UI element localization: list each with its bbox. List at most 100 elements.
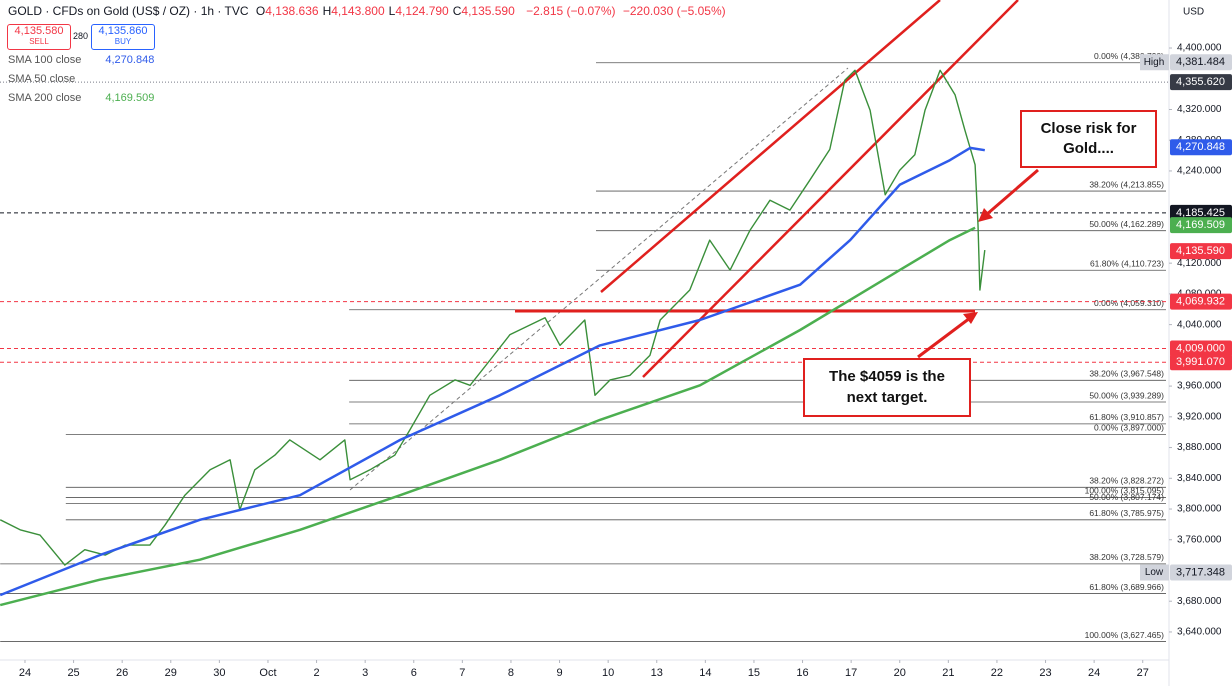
price-tag-name: Low xyxy=(1145,567,1164,578)
fib-label: 100.00% (3,815.095) xyxy=(1085,486,1165,496)
x-tick-label: 2 xyxy=(314,667,320,679)
x-tick-label: 29 xyxy=(165,667,177,679)
ohlc-key: L xyxy=(388,4,396,18)
arrow-head xyxy=(963,312,978,324)
fib-label: 100.00% (3,627.465) xyxy=(1085,630,1165,640)
price-tag xyxy=(1170,204,1232,221)
sell-price: 4,135.580 xyxy=(14,25,64,37)
price-tag xyxy=(1170,564,1232,581)
sell-label: SELL xyxy=(29,37,49,46)
x-tick-label: 17 xyxy=(845,667,857,679)
y-tick-label: 3,680.000 xyxy=(1177,596,1222,607)
price-tag xyxy=(1170,139,1232,156)
spread: 280 xyxy=(73,31,89,41)
x-tick-label: 20 xyxy=(894,667,906,679)
fib-label: 61.80% (4,110.723) xyxy=(1090,259,1164,269)
price-tag-name-box xyxy=(1140,54,1169,71)
fib-label: 38.20% (3,728.579) xyxy=(1089,552,1164,562)
x-tick-label: 10 xyxy=(602,667,614,679)
sell-button[interactable]: 4,135.580 SELL xyxy=(7,24,71,50)
indicator-value: 4,169.509 xyxy=(105,92,155,104)
price-lines-layer xyxy=(0,81,1168,363)
y-tick-label: 4,400.000 xyxy=(1177,43,1222,54)
buy-button[interactable]: 4,135.860 BUY xyxy=(91,24,155,50)
x-tick-label: 26 xyxy=(116,667,128,679)
arrow xyxy=(985,168,1039,217)
price-tag-label: 4,169.509 xyxy=(1176,219,1225,231)
x-tick-label: 9 xyxy=(556,667,562,679)
price-tag-label: 4,270.848 xyxy=(1176,141,1225,153)
price-tag-label: 3,717.348 xyxy=(1176,566,1225,578)
x-tick-label: 25 xyxy=(67,667,79,679)
arrow xyxy=(917,316,971,359)
y-tick-label: 3,760.000 xyxy=(1177,534,1222,545)
fib-label: 0.00% (4,380.790) xyxy=(1094,51,1164,61)
currency: USD xyxy=(1183,7,1204,18)
x-tick-label: 8 xyxy=(508,667,514,679)
fib-label: 0.00% (4,059.310) xyxy=(1094,298,1164,308)
x-tick-label: 24 xyxy=(1088,667,1100,679)
drawings xyxy=(349,0,1039,491)
ohlc-key: C xyxy=(452,4,462,18)
y-tick-label: 3,800.000 xyxy=(1177,504,1222,515)
y-tick-label: 4,040.000 xyxy=(1177,319,1222,330)
y-tick-label: 3,920.000 xyxy=(1177,411,1222,422)
y-tick-label: 4,240.000 xyxy=(1177,166,1222,177)
x-tick-label: 16 xyxy=(796,667,808,679)
series-line xyxy=(0,226,976,607)
price-tag xyxy=(1170,340,1232,357)
price-tag xyxy=(1170,54,1232,71)
ohlc-value: 4,143.800 xyxy=(331,4,385,18)
x-tick-label: 7 xyxy=(459,667,465,679)
y-tick-label: 4,320.000 xyxy=(1177,104,1222,115)
price-tag-name: High xyxy=(1144,57,1165,68)
channel-line xyxy=(642,0,1019,378)
x-tick-label: 14 xyxy=(699,667,711,679)
fib-label: 50.00% (4,162.289) xyxy=(1089,219,1164,229)
ohlc-value: 4,124.790 xyxy=(395,4,449,18)
price-tag xyxy=(1170,293,1232,310)
annotation-box: The $4059 is the next target. xyxy=(803,358,971,417)
x-tick-label: Oct xyxy=(259,667,276,679)
fib-label: 61.80% (3,689.966) xyxy=(1089,582,1164,592)
fib-layer: 0.00% (4,380.790) 38.20% (4,213.855) 50.00… xyxy=(0,51,1166,642)
indicator-value: 4,270.848 xyxy=(105,54,155,66)
x-tick-label: 30 xyxy=(213,667,225,679)
x-tick-label: 27 xyxy=(1137,667,1149,679)
ohlc-key: H xyxy=(322,4,332,18)
price-tag-label: 4,185.425 xyxy=(1176,207,1225,219)
y-tick-label: 4,120.000 xyxy=(1177,258,1222,269)
fib-label: 38.20% (3,828.272) xyxy=(1089,476,1164,486)
symbol-title: GOLD · CFDs on Gold (US$ / OZ) · 1h · TV… xyxy=(8,4,249,18)
indicator-row: SMA 50 close xyxy=(8,73,99,85)
indicator-row: SMA 200 close 4,169.509 xyxy=(8,92,154,104)
y-tick-label: 3,880.000 xyxy=(1177,442,1222,453)
ohlc-value: 4,135.590 xyxy=(461,4,515,18)
price-tag xyxy=(1170,217,1232,234)
x-tick-label: 6 xyxy=(411,667,417,679)
x-tick-label: 22 xyxy=(991,667,1003,679)
fib-label: 50.00% (3,939.289) xyxy=(1089,390,1164,400)
ohlc: O4,138.636 H4,143.800 L4,124.790 C4,135.590 xyxy=(256,4,519,18)
fib-label: 50.00% (3,807.174) xyxy=(1089,492,1164,502)
buy-label: BUY xyxy=(114,37,132,46)
x-tick-label: 13 xyxy=(651,667,663,679)
series-line xyxy=(0,69,986,566)
fib-label: 0.00% (3,897.000) xyxy=(1094,423,1164,433)
x-tick-label: 15 xyxy=(748,667,760,679)
price-tag-name-box xyxy=(1140,564,1169,581)
price-tag xyxy=(1170,243,1232,260)
y-tick-label: 3,640.000 xyxy=(1177,627,1222,638)
change-total: −220.030 (−5.05%) xyxy=(622,4,726,18)
price-tag-label: 4,009.000 xyxy=(1176,342,1225,354)
annotation-box: Close risk for Gold.... xyxy=(1020,110,1157,168)
price-tag xyxy=(1170,74,1232,91)
price-tag-label: 3,991.070 xyxy=(1176,356,1225,368)
price-tag-label: 4,069.932 xyxy=(1176,296,1225,308)
channel-line xyxy=(600,0,941,293)
series-layer xyxy=(0,69,986,607)
y-tick-label: 3,840.000 xyxy=(1177,473,1222,484)
